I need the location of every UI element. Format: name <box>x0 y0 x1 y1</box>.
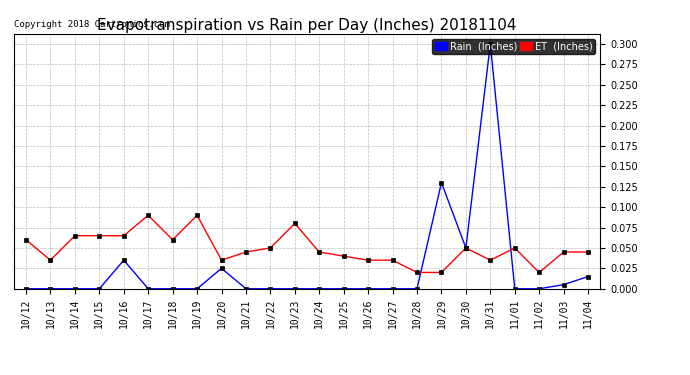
Title: Evapotranspiration vs Rain per Day (Inches) 20181104: Evapotranspiration vs Rain per Day (Inch… <box>97 18 517 33</box>
Legend: Rain  (Inches), ET  (Inches): Rain (Inches), ET (Inches) <box>433 39 595 54</box>
Text: Copyright 2018 Cartronics.com: Copyright 2018 Cartronics.com <box>14 20 170 28</box>
